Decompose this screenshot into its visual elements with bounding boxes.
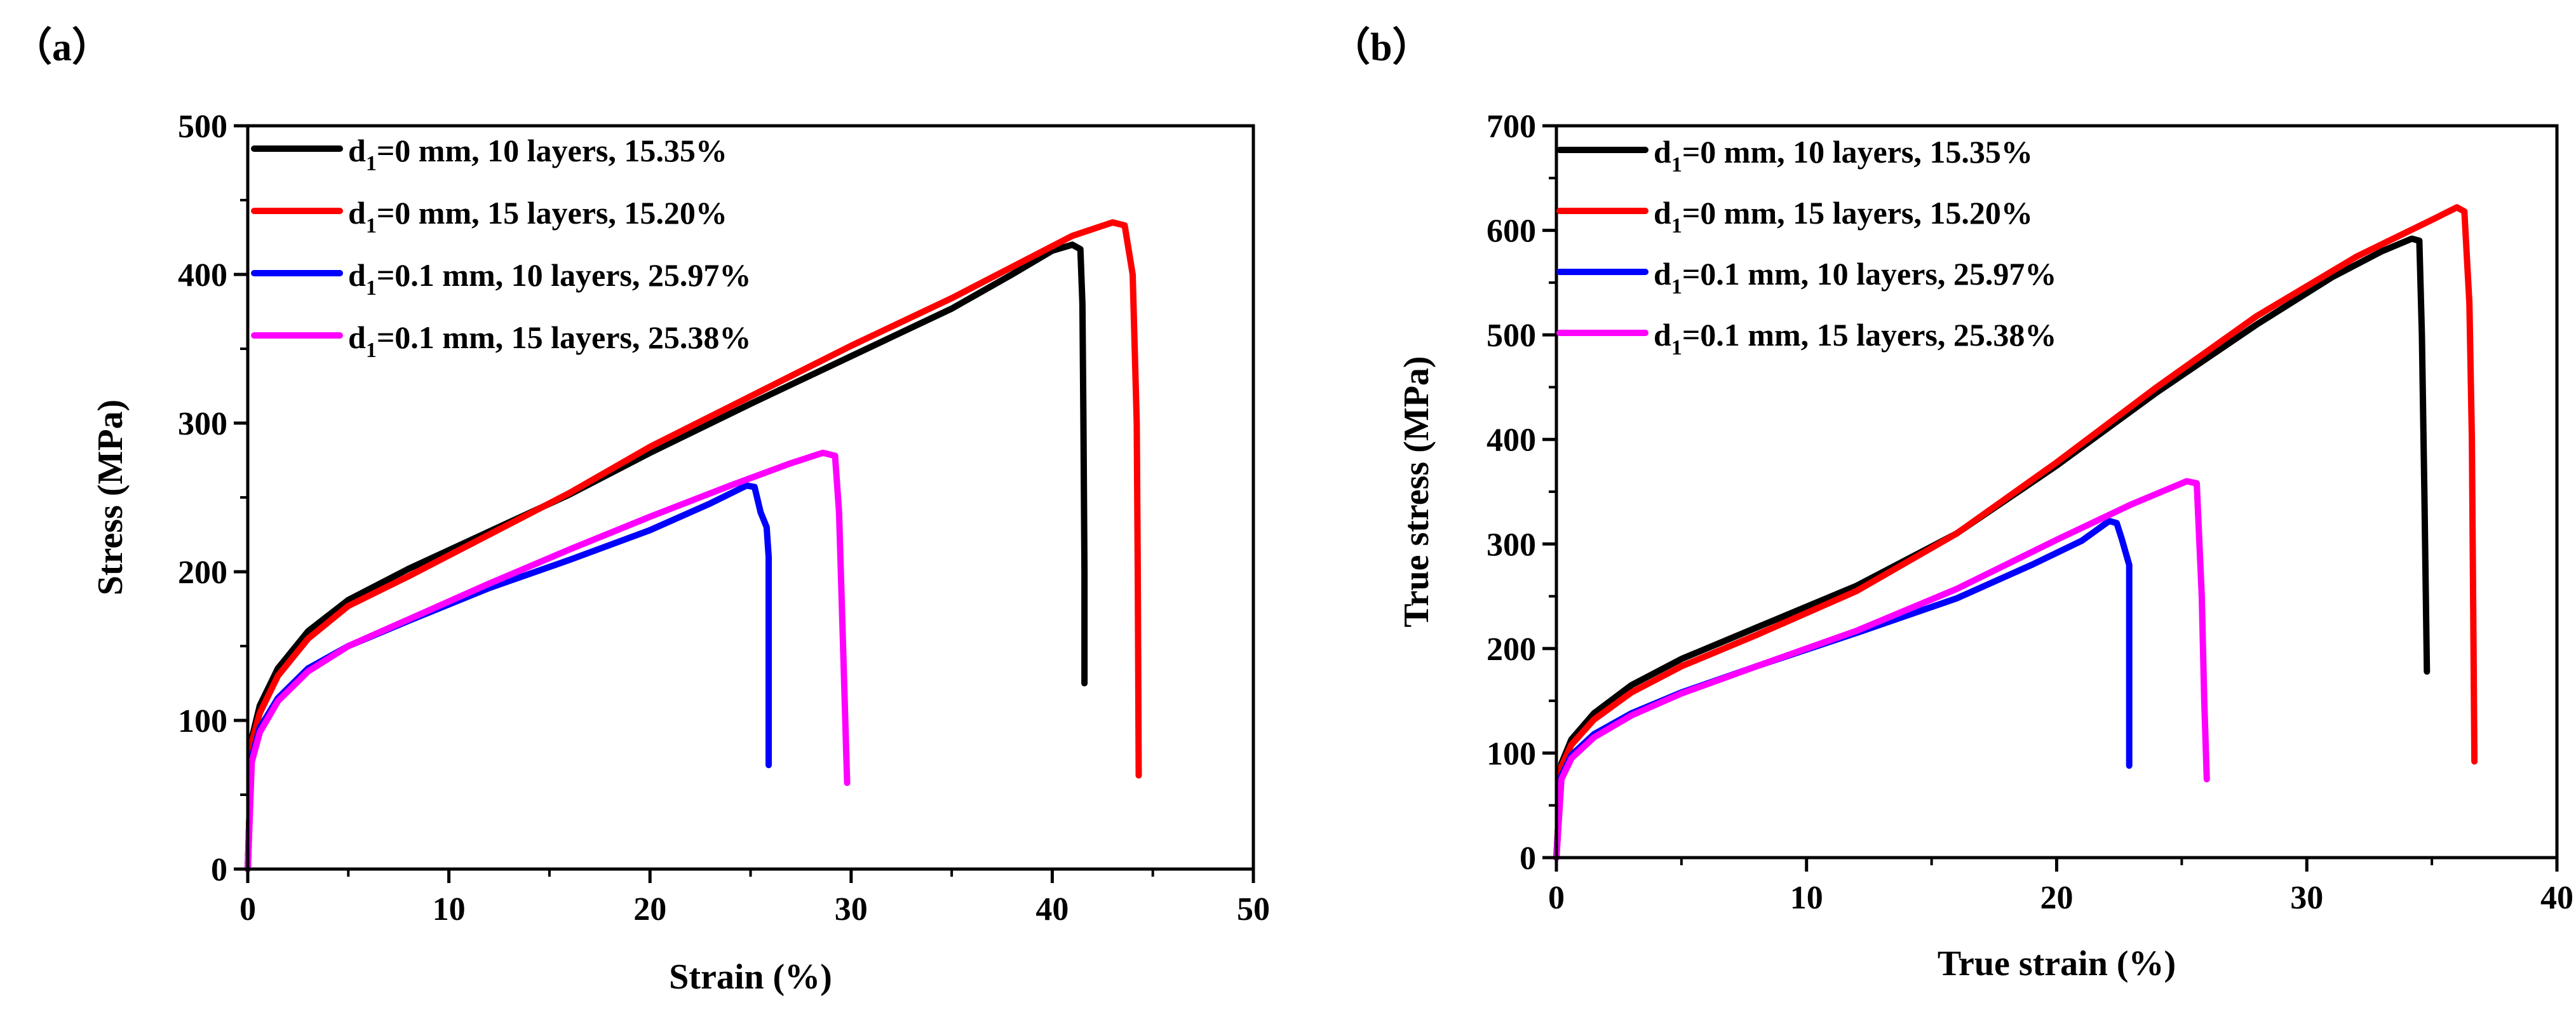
legend-entry-3: d1=0.1 mm, 10 layers, 25.97%	[348, 257, 751, 300]
x-tick-label: 10	[1790, 880, 1823, 916]
legend-text: =0.1 mm, 10 layers, 25.97%	[377, 257, 752, 293]
legend-name: d	[1654, 134, 1671, 170]
y-tick-label: 100	[1487, 736, 1536, 772]
legend-text: =0 mm, 10 layers, 15.35%	[377, 133, 727, 168]
legend-text: =0 mm, 15 layers, 15.20%	[377, 195, 727, 231]
legend-text: =0.1 mm, 15 layers, 25.38%	[377, 320, 752, 355]
legend-name: d	[348, 320, 366, 355]
y-tick-label: 500	[1487, 318, 1536, 354]
series-line-4	[245, 449, 851, 872]
legend-text: =0 mm, 10 layers, 15.35%	[1682, 134, 2033, 170]
y-tick-label: 300	[1487, 527, 1536, 563]
y-tick-label: 100	[178, 703, 227, 739]
panel-label: （b）	[1331, 25, 1431, 69]
x-tick-label: 20	[2040, 880, 2074, 916]
series-line-2	[245, 219, 1142, 872]
legend-entry-2: d1=0 mm, 15 layers, 15.20%	[348, 195, 727, 238]
x-tick-label: 40	[2540, 880, 2573, 916]
y-tick-label: 700	[1487, 109, 1536, 145]
x-axis-title: True strain (%)	[1938, 944, 2176, 983]
legend-name: d	[348, 257, 366, 293]
legend-subscript: 1	[1671, 214, 1682, 238]
legend-name: d	[1654, 256, 1671, 292]
legend-entry-4: d1=0.1 mm, 15 layers, 25.38%	[1654, 317, 2056, 360]
legend: d1=0 mm, 10 layers, 15.35%d1=0 mm, 15 la…	[1556, 134, 2056, 360]
y-tick-label: 0	[211, 852, 227, 888]
legend-name: d	[348, 195, 366, 231]
x-tick-label: 30	[2290, 880, 2323, 916]
y-tick-label: 500	[178, 109, 227, 145]
legend-text: =0.1 mm, 15 layers, 25.38%	[1682, 317, 2057, 353]
legend-entry-2: d1=0 mm, 15 layers, 15.20%	[1654, 195, 2033, 238]
legend-text: =0 mm, 15 layers, 15.20%	[1682, 195, 2033, 231]
y-tick-label: 400	[178, 257, 227, 293]
legend-subscript: 1	[1671, 275, 1682, 299]
legend-entry-1: d1=0 mm, 10 layers, 15.35%	[1654, 134, 2033, 177]
legend-subscript: 1	[366, 339, 377, 362]
y-axis-title: True stress (MPa)	[1397, 356, 1436, 627]
legend-name: d	[1654, 195, 1671, 231]
x-tick-label: 20	[633, 891, 666, 928]
x-tick-label: 30	[835, 891, 868, 928]
legend-subscript: 1	[366, 276, 377, 300]
panel-label: （a）	[13, 25, 111, 69]
legend-name: d	[348, 133, 366, 168]
legend: d1=0 mm, 10 layers, 15.35%d1=0 mm, 15 la…	[251, 133, 751, 362]
x-tick-label: 40	[1035, 891, 1069, 928]
legend-subscript: 1	[1671, 153, 1682, 177]
y-tick-label: 200	[178, 555, 227, 591]
x-tick-label: 10	[433, 891, 466, 928]
y-tick-label: 300	[178, 406, 227, 442]
y-tick-label: 200	[1487, 631, 1536, 668]
y-tick-label: 400	[1487, 422, 1536, 459]
legend-entry-3: d1=0.1 mm, 10 layers, 25.97%	[1654, 256, 2056, 299]
series-line-2	[1553, 204, 2478, 861]
y-tick-label: 600	[1487, 213, 1536, 250]
series-line-4	[1553, 478, 2210, 861]
legend-text: =0.1 mm, 10 layers, 25.97%	[1682, 256, 2057, 292]
axes-frame	[246, 124, 1255, 871]
y-axis-title: Stress (MPa)	[91, 400, 130, 595]
legend-subscript: 1	[1671, 336, 1682, 360]
legend-name: d	[1654, 317, 1671, 353]
x-tick-label: 0	[239, 891, 256, 928]
series-line-3	[245, 482, 772, 872]
y-tick-label: 0	[1520, 840, 1536, 877]
x-tick-label: 50	[1237, 891, 1270, 928]
x-axis-title: Strain (%)	[669, 957, 832, 997]
x-tick-label: 0	[1548, 880, 1565, 916]
legend-subscript: 1	[366, 152, 377, 175]
series-line-1	[245, 241, 1088, 872]
legend-entry-4: d1=0.1 mm, 15 layers, 25.38%	[348, 320, 751, 362]
legend-subscript: 1	[366, 214, 377, 238]
legend-entry-1: d1=0 mm, 10 layers, 15.35%	[348, 133, 727, 175]
